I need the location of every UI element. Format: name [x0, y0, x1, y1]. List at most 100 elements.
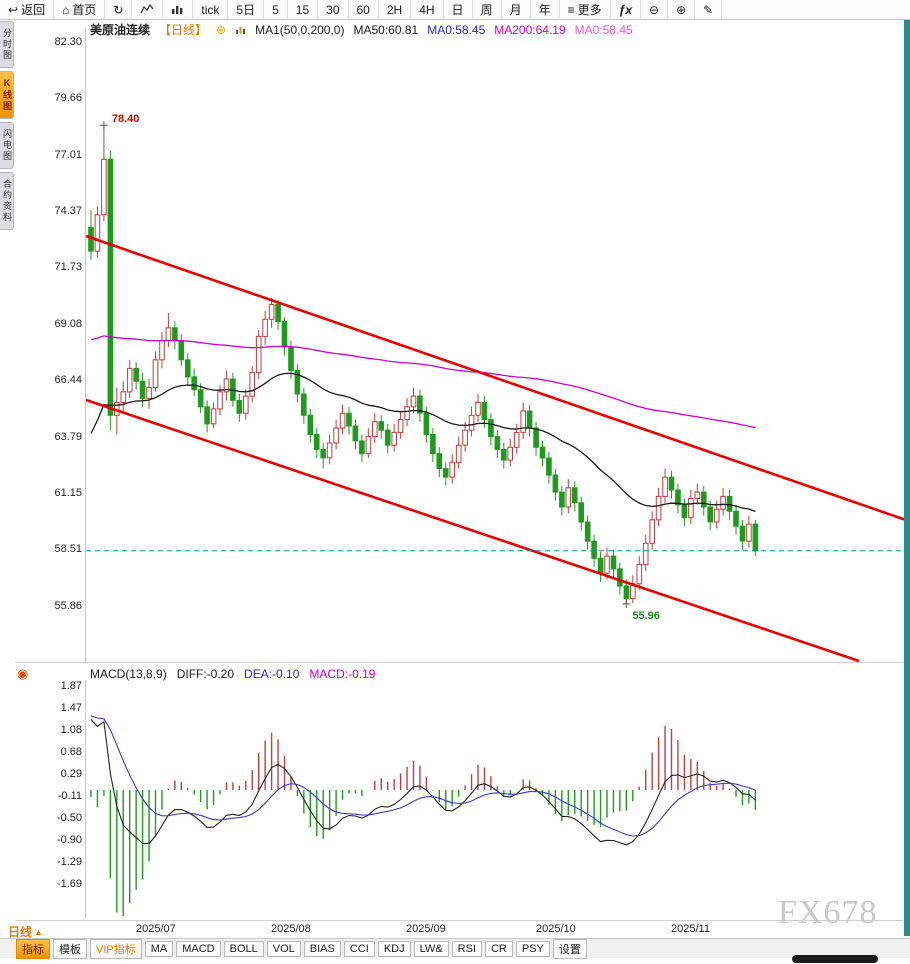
candle-body[interactable]	[688, 498, 694, 519]
indicator-tab-VIP指标[interactable]: VIP指标	[90, 938, 142, 959]
toolbar-zoom-in[interactable]: ⊕	[668, 0, 696, 19]
toolbar-月[interactable]: 月	[502, 0, 531, 19]
candle-body[interactable]	[733, 510, 739, 527]
toolbar-15[interactable]: 15	[288, 0, 319, 19]
side-tab-合约资料[interactable]: 合约资料	[0, 172, 14, 230]
candle-body[interactable]	[320, 448, 326, 459]
candle-body[interactable]	[442, 468, 449, 478]
candle-body[interactable]	[507, 446, 513, 461]
candle-body[interactable]	[249, 372, 255, 397]
candle-body[interactable]	[159, 340, 165, 361]
toolbar-chart-bars[interactable]	[163, 0, 194, 19]
candle-body[interactable]	[404, 406, 410, 421]
candle-body[interactable]	[352, 425, 359, 442]
toolbar-home[interactable]: ⌂ 首页	[54, 0, 106, 19]
toolbar-60[interactable]: 60	[349, 0, 379, 19]
candle-body[interactable]	[268, 303, 275, 320]
candle-body[interactable]	[584, 521, 591, 542]
candle-body[interactable]	[262, 318, 268, 337]
candle-body[interactable]	[501, 448, 507, 461]
candle-body[interactable]	[675, 489, 681, 506]
candle-body[interactable]	[172, 327, 178, 342]
price-chart[interactable]: 78.40 55.96	[85, 28, 907, 663]
indicator-tab-KDJ[interactable]: KDJ	[377, 940, 411, 957]
candle-body[interactable]	[571, 487, 578, 504]
candle-body[interactable]	[313, 434, 320, 450]
candle-body[interactable]	[243, 395, 249, 414]
period-tag[interactable]: 【日线】	[159, 23, 208, 37]
toolbar-年[interactable]: 年	[531, 0, 560, 19]
candle-body[interactable]	[126, 367, 133, 393]
candle-body[interactable]	[236, 399, 243, 414]
candle-body[interactable]	[223, 378, 230, 393]
candle-body[interactable]	[578, 502, 584, 523]
candle-body[interactable]	[565, 487, 572, 508]
candle-body[interactable]	[597, 557, 604, 574]
candle-body[interactable]	[649, 519, 656, 544]
candle-body[interactable]	[255, 335, 262, 374]
indicator-tab-PSY[interactable]: PSY	[515, 940, 550, 957]
candle-body[interactable]	[520, 410, 526, 433]
candle-body[interactable]	[591, 540, 597, 559]
candle-body[interactable]	[417, 395, 423, 414]
side-tab-K线图[interactable]: K线图	[0, 71, 14, 119]
candle-body[interactable]	[120, 391, 127, 403]
candle-body[interactable]	[178, 340, 185, 361]
candle-body[interactable]	[423, 412, 430, 436]
trend-line[interactable]	[85, 234, 907, 522]
side-tab-闪电图[interactable]: 闪电图	[0, 122, 14, 169]
toolbar-tick[interactable]: tick	[193, 0, 229, 19]
candle-body[interactable]	[655, 495, 662, 521]
candle-body[interactable]	[133, 367, 140, 382]
candle-body[interactable]	[662, 476, 668, 497]
candle-body[interactable]	[455, 444, 462, 463]
period-selector[interactable]: 日线 ▲	[8, 923, 43, 940]
candle-body[interactable]	[359, 440, 365, 455]
candle-body[interactable]	[617, 568, 623, 587]
macd-chart[interactable]	[85, 680, 906, 918]
candle-body[interactable]	[139, 380, 146, 399]
toolbar-back[interactable]: ↩ 返回	[0, 0, 55, 19]
candle-body[interactable]	[152, 359, 159, 388]
toolbar-5日[interactable]: 5日	[228, 0, 265, 19]
candle-body[interactable]	[533, 427, 539, 448]
scrollbar-thumb[interactable]	[792, 955, 878, 963]
indicator-tab-CCI[interactable]: CCI	[343, 940, 375, 957]
candle-body[interactable]	[610, 555, 617, 570]
candle-body[interactable]	[752, 523, 759, 552]
candle-body[interactable]	[462, 429, 468, 446]
candle-body[interactable]	[488, 419, 494, 438]
candle-body[interactable]	[513, 431, 520, 448]
candle-body[interactable]	[481, 402, 488, 421]
candle-body[interactable]	[185, 359, 191, 378]
candle-body[interactable]	[713, 508, 720, 523]
toolbar-周[interactable]: 周	[473, 0, 502, 19]
indicator-tab-BOLL[interactable]: BOLL	[223, 940, 264, 957]
candle-body[interactable]	[642, 542, 649, 566]
candle-body[interactable]	[217, 391, 223, 410]
candle-body[interactable]	[294, 370, 301, 395]
crosshair-icon[interactable]: ◉	[17, 666, 29, 681]
side-tab-分时图[interactable]: 分时图	[0, 21, 14, 68]
candle-body[interactable]	[94, 214, 101, 252]
candle-body[interactable]	[281, 320, 288, 348]
candle-body[interactable]	[165, 327, 172, 342]
candle-body[interactable]	[559, 491, 565, 508]
candle-body[interactable]	[681, 504, 688, 519]
candle-body[interactable]	[107, 158, 114, 416]
candle-body[interactable]	[275, 303, 281, 322]
candle-body[interactable]	[436, 453, 443, 470]
candle-body[interactable]	[526, 410, 533, 429]
candle-body[interactable]	[494, 436, 501, 450]
indicator-tab-CR[interactable]: CR	[484, 940, 513, 957]
candle-body[interactable]	[726, 495, 733, 512]
toolbar-5[interactable]: 5	[264, 0, 288, 19]
toolbar-chart-line[interactable]	[132, 0, 164, 19]
indicator-tab-指标[interactable]: 指标	[16, 938, 50, 959]
toolbar-30[interactable]: 30	[318, 0, 349, 19]
candle-body[interactable]	[146, 387, 152, 399]
candle-body[interactable]	[623, 585, 630, 600]
candle-body[interactable]	[720, 495, 726, 510]
toolbar-fx[interactable]: ƒx	[611, 0, 641, 19]
candle-body[interactable]	[539, 446, 546, 459]
